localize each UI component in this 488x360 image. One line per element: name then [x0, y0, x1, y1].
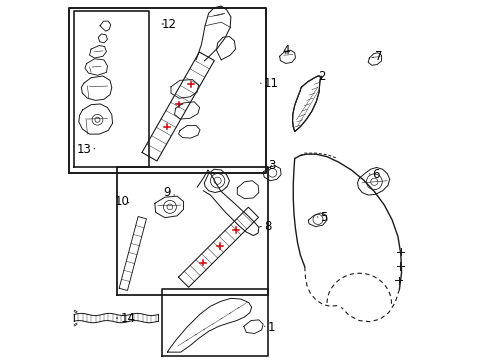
Text: 12: 12: [162, 18, 176, 31]
Text: 3: 3: [267, 159, 275, 172]
Text: 13: 13: [76, 143, 95, 156]
Text: 8: 8: [259, 220, 271, 233]
Text: 7: 7: [372, 50, 382, 63]
Text: 11: 11: [260, 77, 278, 90]
Text: 1: 1: [264, 320, 275, 333]
Text: 14: 14: [116, 311, 135, 325]
Text: 9: 9: [163, 186, 174, 199]
Text: 10: 10: [115, 195, 130, 208]
Text: 2: 2: [317, 69, 325, 82]
Text: 6: 6: [368, 168, 378, 181]
Text: 4: 4: [282, 44, 289, 57]
Text: 5: 5: [317, 211, 326, 224]
